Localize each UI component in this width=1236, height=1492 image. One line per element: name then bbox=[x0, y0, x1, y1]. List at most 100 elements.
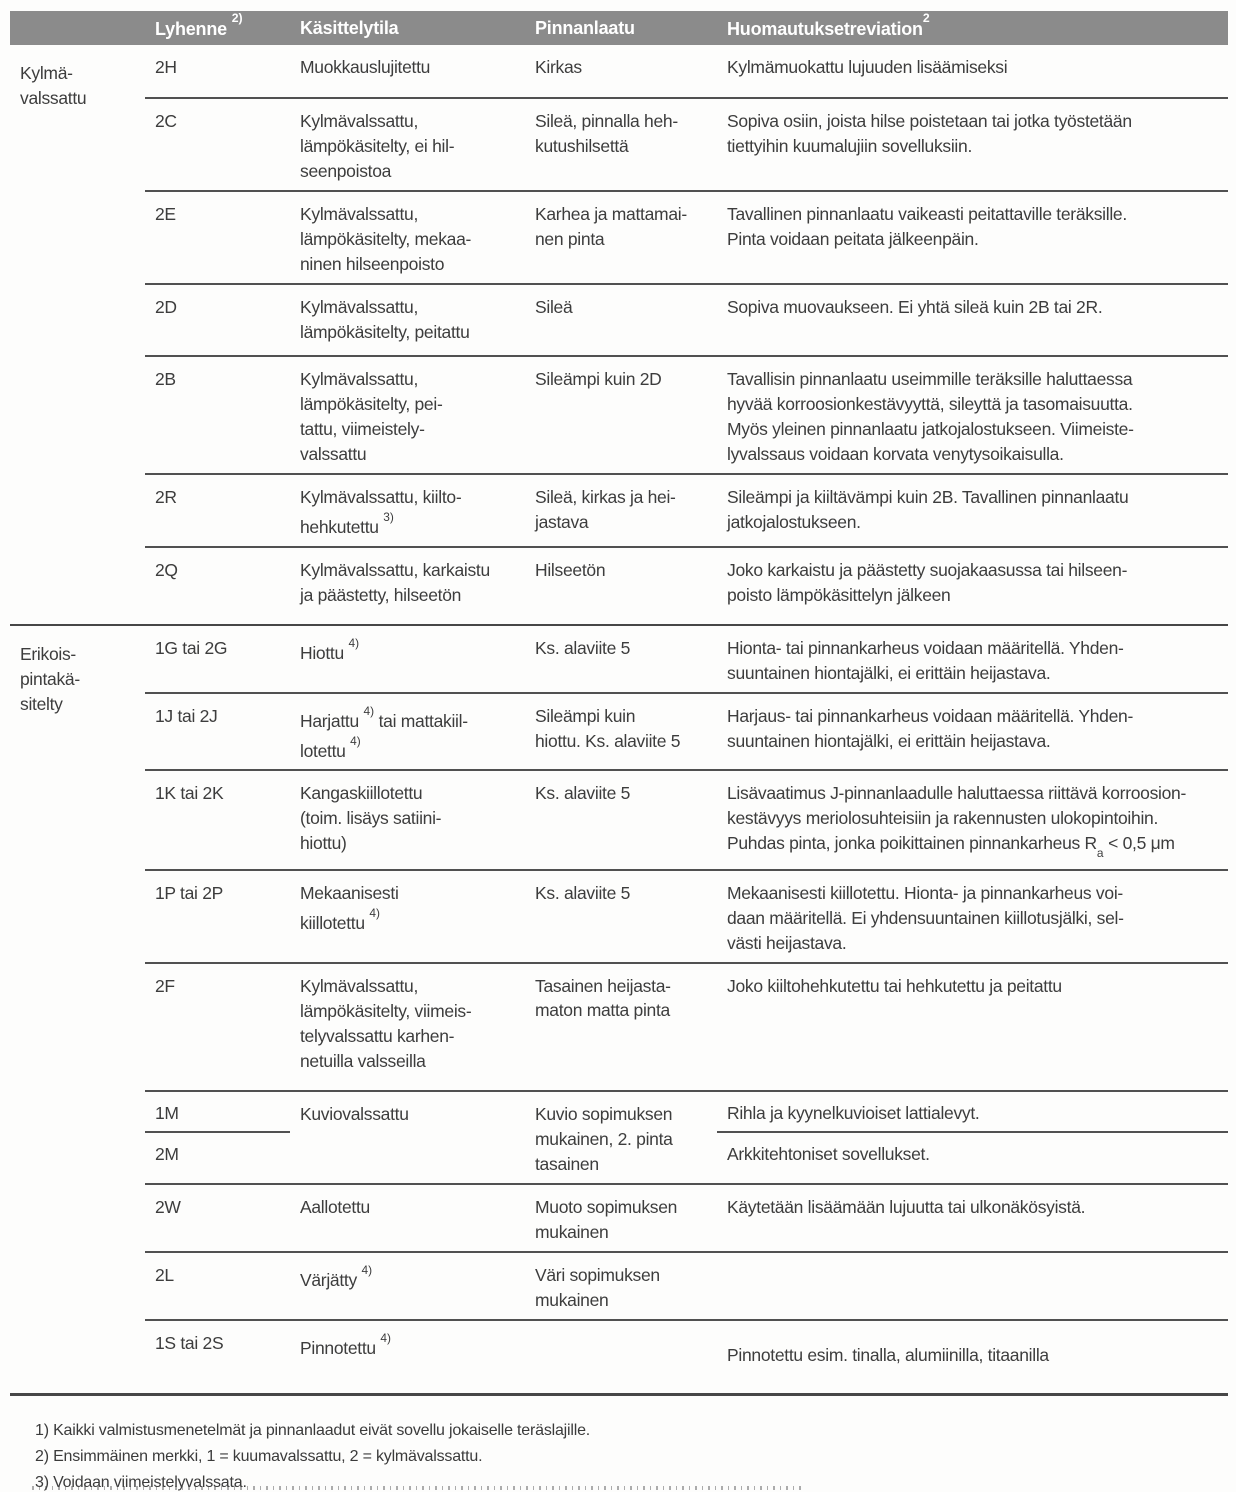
cell-lyhenne: 2L bbox=[155, 1264, 174, 1285]
cell-kasittelytila: Värjätty 4) bbox=[300, 1263, 373, 1290]
cell-huomautukset: Pinnotettu esim. tinalla, alumiinilla, t… bbox=[727, 1344, 1049, 1365]
table-row: 1G tai 2G Hiottu 4) Ks. alaviite 5 Hionta- … bbox=[145, 626, 1228, 694]
cell-huomautukset: Tavallisin pinnanlaatu useimmille teräks… bbox=[727, 369, 1134, 464]
cell-kasittelytila: Aallotettu bbox=[300, 1196, 370, 1217]
cell-kasittelytila: Kylmävalssattu, lämpökäsitelty, viimeis-t… bbox=[300, 975, 472, 1071]
table-row: 2C Kylmävalssattu, lämpökäsitelty, ei hil-… bbox=[145, 99, 1228, 192]
cell-pinnanlaatu: Sileämpi kuin 2D bbox=[535, 369, 662, 389]
cell-huomautukset: Lisävaatimus J-pinnanlaadulle haluttaess… bbox=[727, 783, 1187, 861]
table-row: 1J tai 2J Harjattu 4) tai mattakiil-lotet… bbox=[145, 694, 1228, 772]
cell-pinnanlaatu: Sileä, pinnalla heh-kutushilsettä bbox=[535, 111, 678, 156]
cell-pinnanlaatu: Muoto sopimuksen mukainen bbox=[535, 1196, 678, 1242]
table-row: 2R Kylmävalssattu, kiilto-hehkutettu 3) Si… bbox=[145, 475, 1228, 548]
cell-kasittelytila: Kylmävalssattu, lämpökäsitelty, pei-tattu… bbox=[300, 369, 443, 464]
cell-pinnanlaatu: Tasainen heijasta-maton matta pinta bbox=[535, 975, 671, 1020]
group-label: Kylmä-valssattu bbox=[20, 63, 87, 108]
cell-kasittelytila: Kylmävalssattu, lämpökäsitelty, mekaa-nin… bbox=[300, 204, 472, 274]
cell-lyhenne: 2H bbox=[155, 57, 177, 77]
cell-huomautukset: Rihla ja kyynelkuvioiset lattialevyt. Ark… bbox=[717, 1092, 1228, 1183]
cell-kasittelytila: Kylmävalssattu, lämpökäsitelty, peitattu bbox=[300, 297, 470, 342]
table-row: 2Q Kylmävalssattu, karkaistu ja päästetty,… bbox=[145, 548, 1228, 624]
table-row: 2B Kylmävalssattu, lämpökäsitelty, pei-tat… bbox=[145, 357, 1228, 475]
cell-lyhenne: 1M 2M bbox=[145, 1092, 290, 1183]
cell-lyhenne: 2R bbox=[155, 487, 177, 507]
table-row: 2W Aallotettu Muoto sopimuksen mukainen Käyt… bbox=[145, 1185, 1228, 1253]
cell-kasittelytila: Kangaskiillotettu (toim. lisäys satiini-h… bbox=[300, 783, 442, 854]
table-section: Erikois-pintakä-sitelty 1G tai 2G Hiottu 4… bbox=[10, 623, 1228, 1393]
clipped-text-remnant bbox=[32, 1486, 802, 1490]
footnote-line: 2) Ensimmäinen merkki, 1 = kuumavalssatt… bbox=[35, 1447, 483, 1465]
cell-pinnanlaatu: Kuvio sopimuksen mukainen, 2. pinta tasain… bbox=[535, 1103, 673, 1174]
column-header-pinnanlaatu: Pinnanlaatu bbox=[535, 17, 635, 38]
table-row: 2D Kylmävalssattu, lämpökäsitelty, peitatt… bbox=[145, 285, 1228, 357]
cell-pinnanlaatu: Sileä, kirkas ja hei-jastava bbox=[535, 487, 676, 532]
cell-lyhenne: 1S tai 2S bbox=[155, 1332, 224, 1353]
cell-huomautukset: Joko karkaistu ja päästetty suojakaasuss… bbox=[727, 559, 1128, 605]
cell-pinnanlaatu: Sileä bbox=[535, 297, 573, 317]
cell-kasittelytila: Kylmävalssattu, lämpökäsitelty, ei hil-se… bbox=[300, 111, 455, 181]
row-subdivider bbox=[145, 1130, 290, 1133]
section-rows: 1G tai 2G Hiottu 4) Ks. alaviite 5 Hionta- … bbox=[145, 626, 1228, 1393]
section-rows: 2H Muokkauslujitettu Kirkas Kylmämuokattu l… bbox=[145, 45, 1228, 624]
group-label: Erikois-pintakä-sitelty bbox=[20, 643, 80, 714]
cell-lyhenne: 1P tai 2P bbox=[155, 882, 224, 903]
cell-pinnanlaatu: Ks. alaviite 5 bbox=[535, 637, 631, 658]
cell-huomautukset: Mekaanisesti kiillotettu. Hionta- ja pin… bbox=[727, 882, 1124, 953]
cell-lyhenne: 2Q bbox=[155, 559, 178, 580]
cell-kasittelytila: Hiottu 4) bbox=[300, 635, 360, 663]
cell-huomautukset: Sopiva muovaukseen. Ei yhtä sileä kuin 2… bbox=[727, 297, 1103, 317]
footnotes: 1) Kaikki valmistusmenetelmät ja pinnanl… bbox=[10, 1418, 1228, 1492]
cell-kasittelytila: Kylmävalssattu, karkaistu ja päästetty, h… bbox=[300, 559, 490, 605]
table-row: 2F Kylmävalssattu, lämpökäsitelty, viimeis… bbox=[145, 964, 1228, 1092]
cell-huomautukset: Käytetään lisäämään lujuutta tai ulkonäk… bbox=[727, 1196, 1086, 1217]
surface-finish-table: Lyhenne 2) Käsittelytila Pinnanlaatu Huo… bbox=[10, 11, 1228, 1396]
cell-lyhenne: 1G tai 2G bbox=[155, 637, 228, 658]
lyhenne-sub-value: 1M bbox=[155, 1102, 179, 1123]
cell-pinnanlaatu bbox=[525, 1321, 717, 1393]
cell-lyhenne: 2W bbox=[155, 1196, 181, 1217]
cell-lyhenne: 2D bbox=[155, 297, 177, 317]
cell-huomautukset: Sileämpi ja kiiltävämpi kuin 2B. Tavalli… bbox=[727, 487, 1129, 532]
table-body: Kylmä-valssattu 2H Muokkauslujitettu Kirkas… bbox=[10, 45, 1228, 1393]
cell-pinnanlaatu: Kirkas bbox=[535, 57, 582, 77]
row-subdivider bbox=[717, 1130, 1228, 1133]
table-row: 1P tai 2P Mekaanisesti kiillotettu 4) Ks. a… bbox=[145, 871, 1228, 964]
table-row: 1M 2M Kuviovalssattu Kuvio sopimuksen mukain… bbox=[145, 1092, 1228, 1185]
cell-lyhenne: 2C bbox=[155, 111, 177, 131]
cell-kasittelytila: Kylmävalssattu, kiilto-hehkutettu 3) bbox=[300, 487, 462, 537]
table-row: 1S tai 2S Pinnotettu 4) Pinnotettu esim. t… bbox=[145, 1321, 1228, 1393]
cell-pinnanlaatu: Ks. alaviite 5 bbox=[535, 783, 631, 804]
cell-lyhenne: 2E bbox=[155, 204, 176, 224]
cell-kasittelytila: Pinnotettu 4) bbox=[300, 1331, 391, 1358]
footnote-line: 1) Kaikki valmistusmenetelmät ja pinnanl… bbox=[35, 1421, 591, 1439]
cell-lyhenne: 1K tai 2K bbox=[155, 783, 224, 804]
column-header-lyhenne: Lyhenne 2) bbox=[155, 11, 243, 39]
column-header-huomautukset: Huomautuksetreviation2 bbox=[727, 11, 930, 39]
footnote-line: 3) Voidaan viimeistelyvalssata. bbox=[35, 1473, 247, 1491]
cell-kasittelytila: Mekaanisesti kiillotettu 4) bbox=[300, 882, 399, 933]
cell-kasittelytila: Harjattu 4) tai mattakiil-lotettu 4) bbox=[300, 703, 468, 761]
cell-huomautukset: Kylmämuokattu lujuuden lisäämiseksi bbox=[727, 57, 1008, 77]
cell-kasittelytila: Muokkauslujitettu bbox=[300, 57, 431, 77]
table-header-row: Lyhenne 2) Käsittelytila Pinnanlaatu Huo… bbox=[10, 11, 1228, 45]
cell-lyhenne: 2F bbox=[155, 975, 175, 996]
cell-lyhenne: 2B bbox=[155, 369, 176, 389]
table-row: 2H Muokkauslujitettu Kirkas Kylmämuokattu l… bbox=[145, 45, 1228, 99]
cell-huomautukset: Joko kiiltohehkutettu tai hehkutettu ja … bbox=[727, 975, 1062, 996]
huomautus-sub-value: Arkkitehtoniset sovellukset. bbox=[727, 1143, 930, 1164]
cell-huomautukset bbox=[717, 1253, 1228, 1319]
cell-huomautukset: Tavallinen pinnanlaatu vaikeasti peitatt… bbox=[727, 204, 1127, 249]
cell-lyhenne: 1J tai 2J bbox=[155, 705, 218, 726]
cell-huomautukset: Sopiva osiin, joista hilse poistetaan ta… bbox=[727, 111, 1132, 156]
table-row: 1K tai 2K Kangaskiillotettu (toim. lisäys … bbox=[145, 771, 1228, 871]
cell-pinnanlaatu: Ks. alaviite 5 bbox=[535, 882, 631, 903]
cell-huomautukset: Harjaus- tai pinnankarheus voidaan määri… bbox=[727, 705, 1133, 751]
table-section: Kylmä-valssattu 2H Muokkauslujitettu Kirkas… bbox=[10, 45, 1228, 624]
cell-pinnanlaatu: Sileämpi kuin hiottu. Ks. alaviite 5 bbox=[535, 705, 681, 751]
table-row: 2E Kylmävalssattu, lämpökäsitelty, mekaa-n… bbox=[145, 192, 1228, 285]
cell-pinnanlaatu: Väri sopimuksen mukainen bbox=[535, 1264, 660, 1310]
huomautus-sub-value: Rihla ja kyynelkuvioiset lattialevyt. bbox=[727, 1102, 980, 1123]
column-header-kasittelytila: Käsittelytila bbox=[300, 17, 399, 38]
cell-pinnanlaatu: Hilseetön bbox=[535, 559, 606, 580]
